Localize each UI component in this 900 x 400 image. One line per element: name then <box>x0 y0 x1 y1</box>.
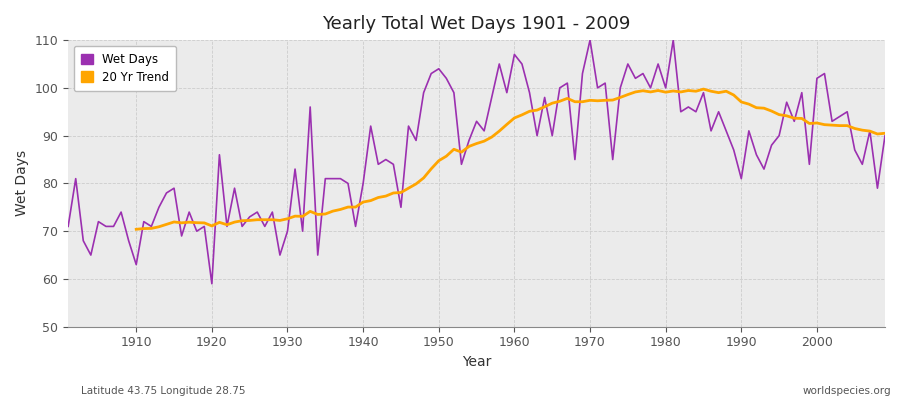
Y-axis label: Wet Days: Wet Days <box>15 150 29 216</box>
Text: worldspecies.org: worldspecies.org <box>803 386 891 396</box>
X-axis label: Year: Year <box>462 355 491 369</box>
Legend: Wet Days, 20 Yr Trend: Wet Days, 20 Yr Trend <box>74 46 176 91</box>
Text: Latitude 43.75 Longitude 28.75: Latitude 43.75 Longitude 28.75 <box>81 386 246 396</box>
Title: Yearly Total Wet Days 1901 - 2009: Yearly Total Wet Days 1901 - 2009 <box>322 15 631 33</box>
